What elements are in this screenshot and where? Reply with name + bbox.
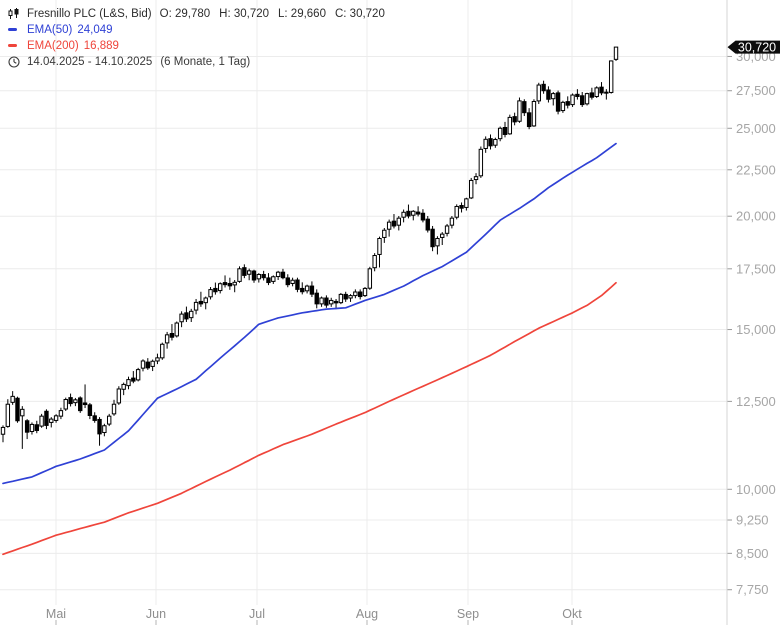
candlestick-chart-icon [8, 7, 22, 20]
last-price-badge: 30,720 [727, 40, 780, 54]
x-axis-tick-label: Jul [249, 607, 265, 621]
x-axis-tick-label: Sep [457, 607, 479, 621]
ema50-label: EMA(50) [27, 23, 73, 36]
ohlc-pair: C: 30,720 [334, 7, 385, 20]
ema50-legend[interactable]: EMA(50) 24,049 [8, 22, 385, 37]
chart-header: Fresnillo PLC (L&S, Bid) O: 29,780 H: 30,… [8, 6, 385, 70]
candlestick-series [0, 46, 619, 449]
y-axis-tick-label: 12,500 [736, 394, 776, 409]
y-axis-tick-label: 17,500 [736, 261, 776, 276]
period-detail: (6 Monate, 1 Tag) [160, 55, 251, 68]
y-axis-tick-label: 8,500 [736, 546, 769, 561]
x-axis-tick-label: Aug [356, 607, 378, 621]
y-axis-tick-label: 10,000 [736, 482, 776, 497]
ema200-value: 16,889 [83, 39, 119, 52]
y-axis-tick-label: 15,000 [736, 322, 776, 337]
ohlc-pair: H: 30,720 [219, 7, 270, 20]
y-axis-tick-label: 20,000 [736, 209, 776, 224]
ema50-value: 24,049 [77, 23, 113, 36]
instrument-name: Fresnillo PLC (L&S, Bid) [27, 7, 152, 20]
instrument-row: Fresnillo PLC (L&S, Bid) O: 29,780 H: 30,… [8, 6, 385, 21]
y-axis-tick-label: 7,750 [736, 582, 769, 597]
ema200-legend[interactable]: EMA(200) 16,889 [8, 38, 385, 53]
y-axis-labels: 30,00027,50025,00022,50020,00017,50015,0… [727, 49, 776, 597]
ema200-line [2, 281, 617, 556]
x-axis-tick-label: Mai [46, 607, 66, 621]
ema200-label: EMA(200) [27, 39, 79, 52]
gridlines [0, 0, 727, 605]
y-axis-tick-label: 27,500 [736, 83, 776, 98]
x-axis-tick-label: Okt [562, 607, 582, 621]
x-axis-labels: Mai Jun Jul Aug Sep Okt [46, 607, 582, 625]
date-range: 14.04.2025 - 14.10.2025 [27, 55, 153, 68]
ema200-color-swatch [8, 44, 17, 47]
x-axis-tick-label: Jun [146, 607, 166, 621]
y-axis-tick-label: 25,000 [736, 121, 776, 136]
y-axis-tick-label: 9,250 [736, 513, 769, 528]
ohlc-pair: O: 29,780 [159, 7, 211, 20]
ema50-color-swatch [8, 28, 17, 31]
ohlc-pair: L: 29,660 [278, 7, 326, 20]
ema50-line [2, 142, 617, 485]
y-axis-tick-label: 22,500 [736, 162, 776, 177]
clock-icon [8, 55, 22, 68]
ohlc-values: O: 29,780 H: 30,720 L: 29,660 C: 30,720 [160, 8, 385, 20]
period-row: 14.04.2025 - 14.10.2025 (6 Monate, 1 Tag… [8, 54, 385, 69]
last-price-badge-text: 30,720 [738, 40, 776, 54]
